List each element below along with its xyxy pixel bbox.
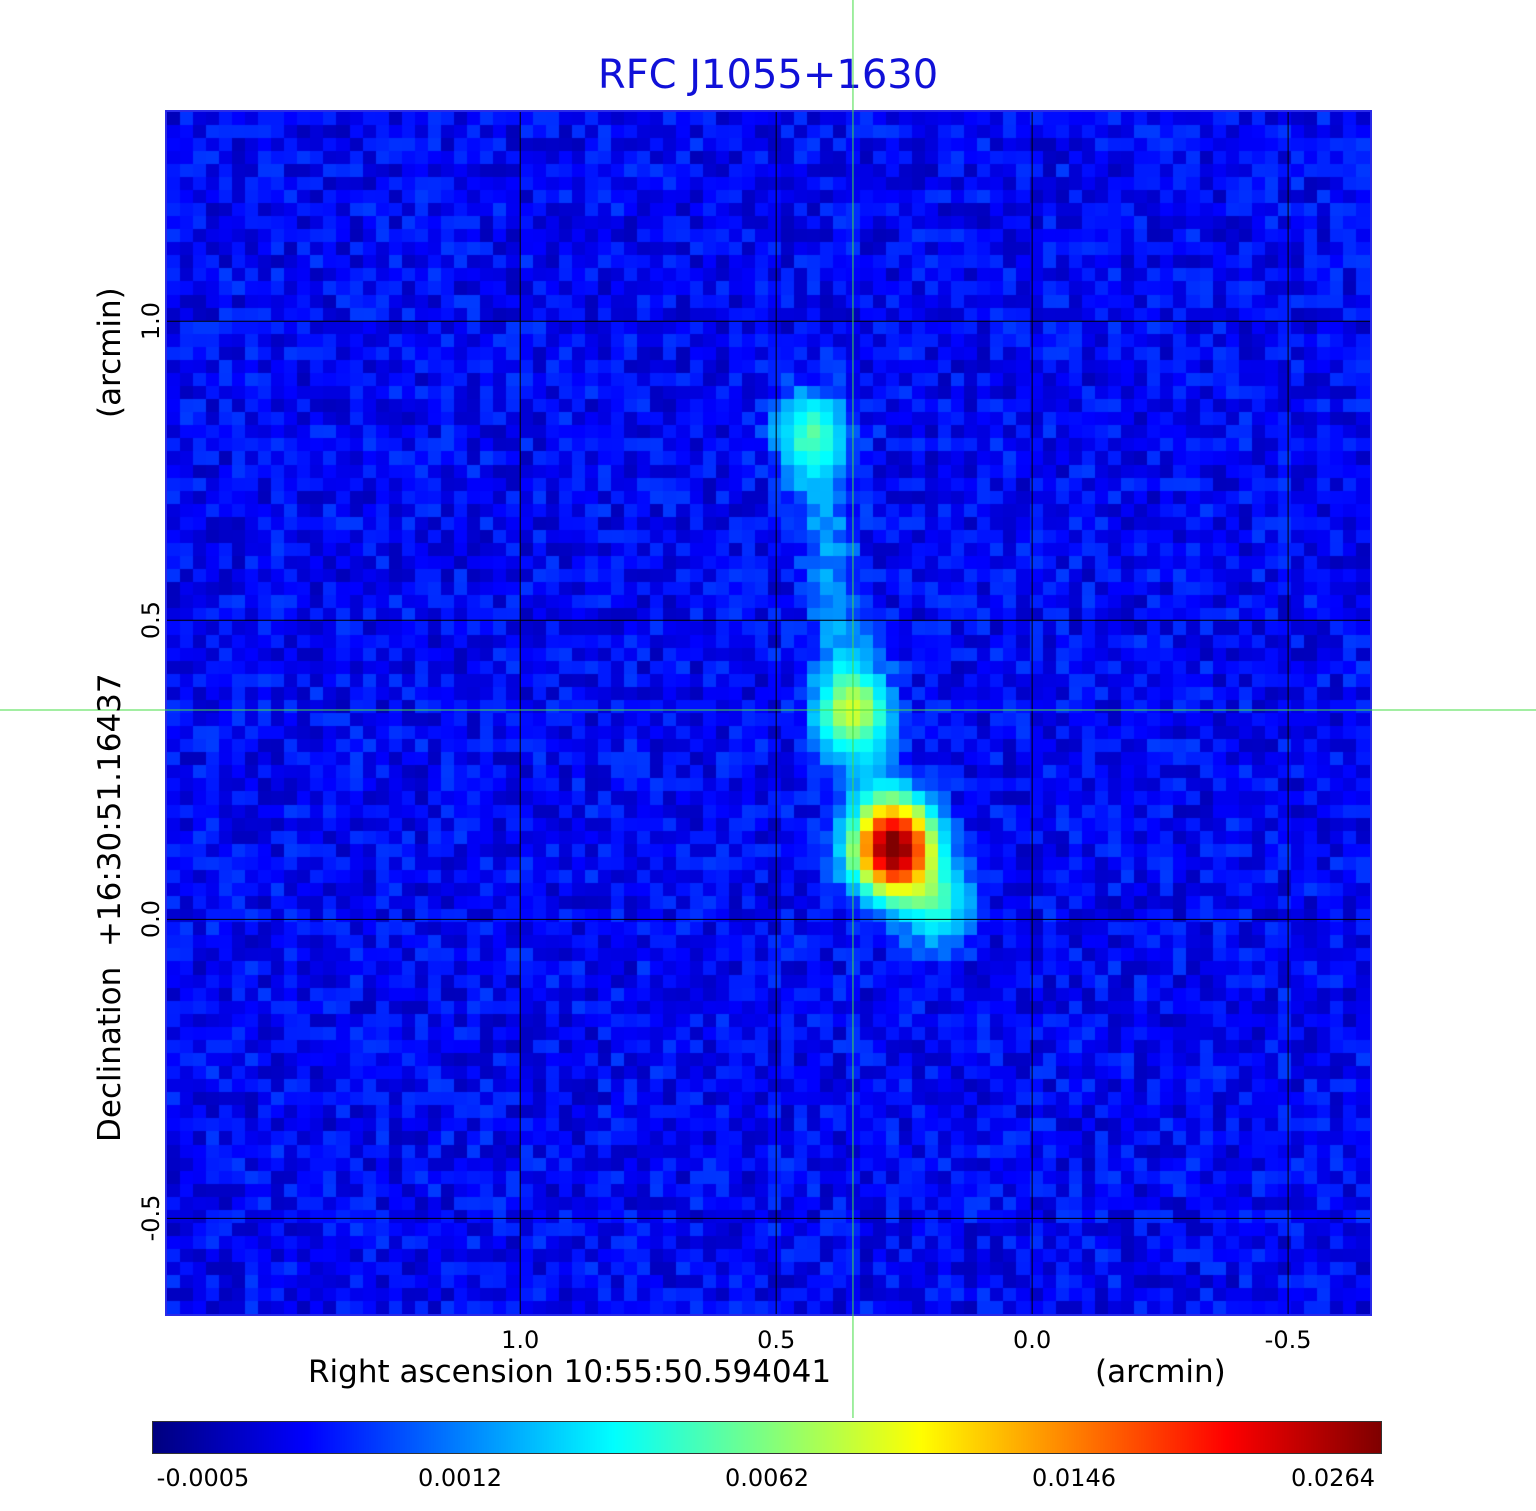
x-tick-label: 0.0 [1013,1326,1052,1354]
colorbar-tick-label: 0.0012 [418,1464,502,1492]
y-axis-unit: (arcmin) [92,287,128,418]
colorbar [152,1421,1382,1454]
intensity-map [167,112,1370,1314]
y-tick-label: 0.0 [137,900,165,939]
colorbar-tick-label: 0.0146 [1032,1464,1116,1492]
y-axis-label: Declination +16:30:51.16437 [92,673,128,1142]
colorbar-tick-label: 0.0264 [1291,1464,1375,1492]
x-tick-label: 1.0 [501,1326,540,1354]
y-tick-label: 1.0 [137,302,165,341]
map-frame [165,110,1372,1316]
colorbar-tick-label: -0.0005 [156,1464,250,1492]
x-tick-label: 0.5 [757,1326,796,1354]
x-axis-label: Right ascension 10:55:50.594041 [308,1354,832,1390]
x-tick-label: -0.5 [1264,1326,1312,1354]
chart-title: RFC J1055+1630 [597,52,939,98]
y-tick-label: 0.5 [137,601,165,640]
y-tick-label: -0.5 [137,1194,165,1242]
colorbar-tick-label: 0.0062 [725,1464,809,1492]
x-axis-unit: (arcmin) [1095,1354,1226,1390]
